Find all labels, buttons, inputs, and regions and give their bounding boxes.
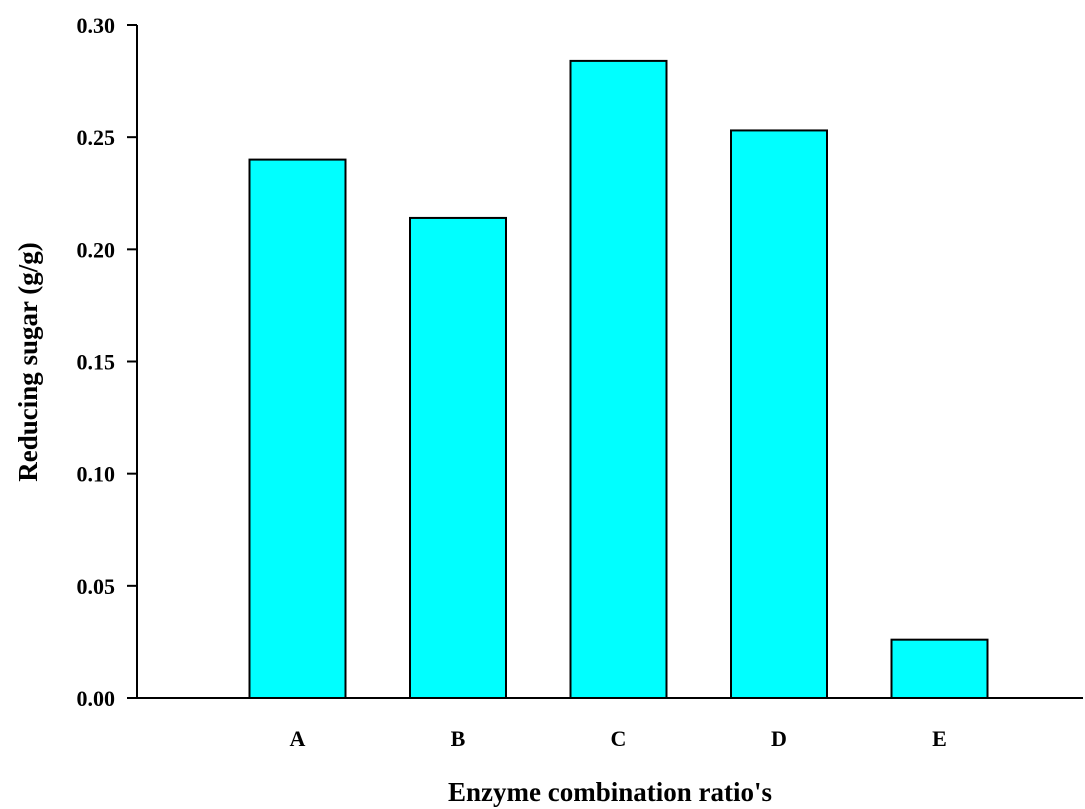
y-tick-label: 0.05: [77, 574, 116, 599]
y-ticks-group: 0.00 0.05 0.10 0.15 0.20 0.25 0.30: [77, 13, 137, 711]
x-axis-title: Enzyme combination ratio's: [448, 777, 772, 807]
x-tick-label: D: [771, 726, 787, 751]
x-tick-label: E: [932, 726, 947, 751]
y-tick-label: 0.30: [77, 13, 116, 38]
y-tick-label: 0.15: [77, 350, 116, 375]
x-tick-label: B: [451, 726, 466, 751]
bar-c: [569, 59, 668, 700]
bars-group: [248, 59, 989, 700]
bar-a: [248, 158, 347, 700]
x-tick-label: C: [611, 726, 627, 751]
y-tick-label: 0.10: [77, 462, 116, 487]
x-ticks-group: A B C D E: [290, 726, 947, 751]
bar-b: [409, 216, 507, 699]
bar-e: [890, 638, 989, 700]
x-tick-label: A: [290, 726, 306, 751]
y-axis-title: Reducing sugar (g/g): [13, 242, 43, 482]
bar-d: [730, 129, 828, 700]
y-tick-label: 0.00: [77, 686, 116, 711]
y-tick-label: 0.20: [77, 237, 116, 262]
y-tick-label: 0.25: [77, 125, 116, 150]
